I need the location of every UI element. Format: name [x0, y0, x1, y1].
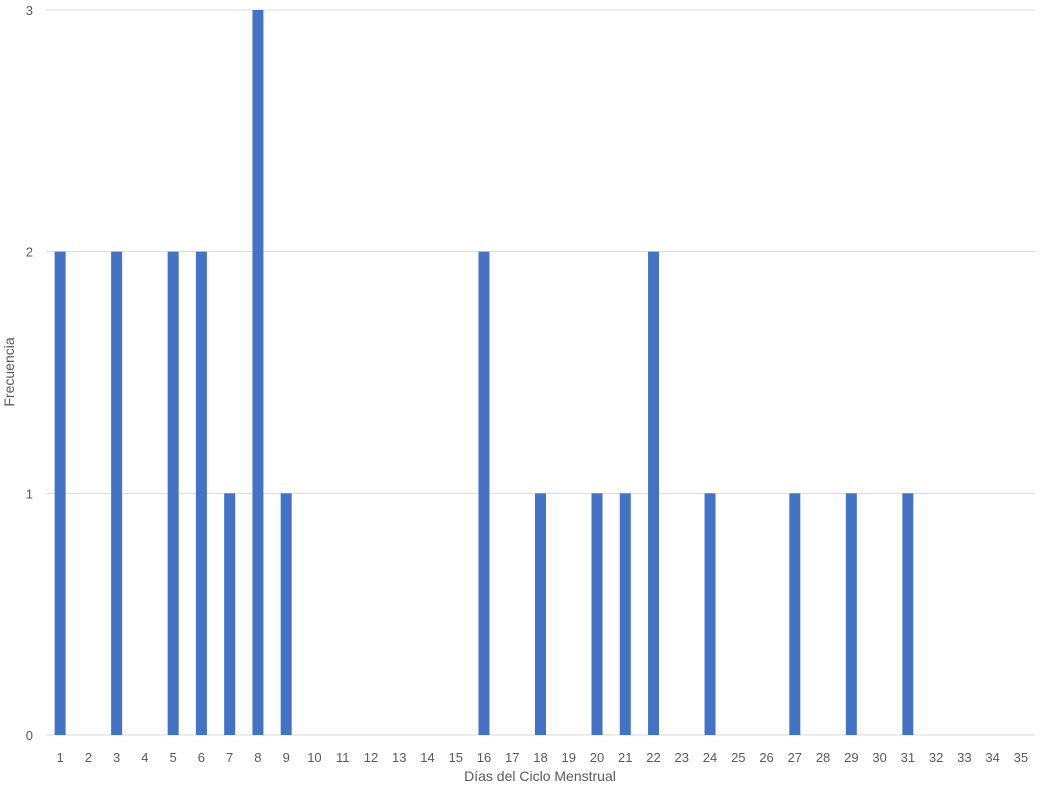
x-tick-label: 28 — [816, 750, 830, 765]
x-tick-label: 4 — [141, 750, 148, 765]
x-tick-label: 16 — [477, 750, 491, 765]
x-tick-label: 24 — [703, 750, 717, 765]
bar-day-21 — [619, 493, 631, 735]
x-tick-label: 10 — [307, 750, 321, 765]
x-tick-label: 34 — [985, 750, 999, 765]
x-tick-label: 20 — [590, 750, 604, 765]
x-tick-label: 6 — [198, 750, 205, 765]
y-tick-label: 3 — [26, 3, 33, 18]
bar-day-1 — [54, 251, 66, 735]
x-tick-label: 3 — [113, 750, 120, 765]
x-tick-label: 31 — [901, 750, 915, 765]
bar-day-24 — [704, 493, 716, 735]
bar-day-3 — [111, 251, 123, 735]
bar-day-29 — [845, 493, 857, 735]
bar-day-27 — [789, 493, 801, 735]
x-tick-label: 26 — [759, 750, 773, 765]
bar-day-20 — [591, 493, 603, 735]
bar-day-8 — [252, 10, 264, 735]
x-tick-label: 17 — [505, 750, 519, 765]
bar-day-31 — [902, 493, 914, 735]
x-tick-label: 35 — [1014, 750, 1028, 765]
x-tick-label: 12 — [364, 750, 378, 765]
x-tick-label: 22 — [646, 750, 660, 765]
bar-day-22 — [648, 251, 660, 735]
bar-day-16 — [478, 251, 490, 735]
x-tick-label: 8 — [254, 750, 261, 765]
x-tick-label: 11 — [336, 750, 350, 765]
x-tick-label: 29 — [844, 750, 858, 765]
y-tick-label: 0 — [26, 728, 33, 743]
x-tick-label: 2 — [85, 750, 92, 765]
x-tick-label: 5 — [170, 750, 177, 765]
x-tick-label: 32 — [929, 750, 943, 765]
x-tick-label: 21 — [618, 750, 632, 765]
x-tick-label: 33 — [957, 750, 971, 765]
bar-day-18 — [535, 493, 546, 735]
x-tick-label: 25 — [731, 750, 745, 765]
bar-day-7 — [224, 493, 236, 735]
bar-day-9 — [280, 493, 292, 735]
x-axis-label: Días del Ciclo Menstrual — [464, 768, 616, 784]
y-axis-label: Frecuencia — [1, 337, 17, 406]
bar-day-5 — [167, 251, 179, 735]
y-tick-labels: 0 1 2 3 — [26, 3, 33, 743]
x-tick-label: 1 — [57, 750, 64, 765]
x-tick-label: 18 — [533, 750, 547, 765]
x-tick-label: 14 — [420, 750, 434, 765]
x-tick-label: 13 — [392, 750, 406, 765]
x-tick-label: 19 — [562, 750, 576, 765]
x-tick-label: 23 — [675, 750, 689, 765]
x-tick-label: 15 — [448, 750, 462, 765]
x-tick-label: 7 — [226, 750, 233, 765]
y-tick-label: 2 — [26, 245, 33, 260]
bar-day-6 — [195, 251, 207, 735]
x-tick-label: 27 — [788, 750, 802, 765]
bars — [54, 10, 914, 735]
x-tick-labels: 1 2 3 4 5 6 7 8 9 10 11 12 13 14 15 16 17 18 19 20 21 22 23 24 2… — [57, 750, 1029, 765]
y-tick-label: 1 — [26, 486, 33, 501]
x-tick-label: 30 — [872, 750, 886, 765]
x-tick-label: 9 — [283, 750, 290, 765]
